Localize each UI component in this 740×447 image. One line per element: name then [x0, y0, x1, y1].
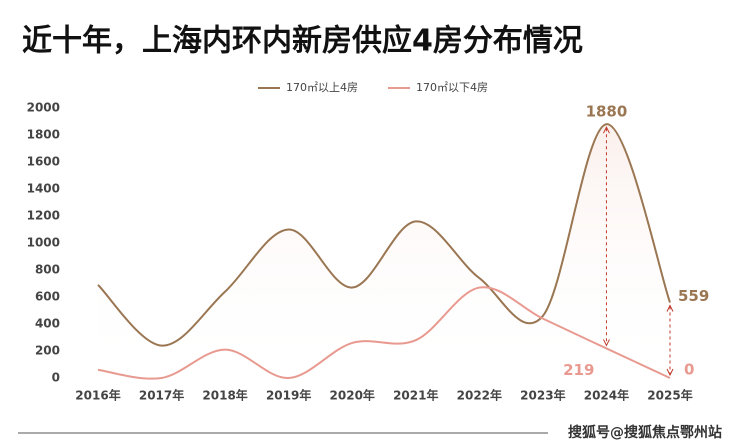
data-label: 0	[684, 361, 694, 379]
line	[97, 286, 671, 380]
y-tick-label: 1400	[27, 182, 60, 196]
x-tick-label: 2020年	[330, 388, 375, 403]
x-tick-label: 2022年	[457, 388, 502, 403]
y-tick-label: 1800	[27, 128, 60, 142]
data-label: 219	[563, 361, 594, 379]
y-tick-label: 1600	[27, 155, 60, 169]
arrow-head	[602, 126, 610, 134]
legend-label: 170㎡以下4房	[416, 81, 488, 94]
x-tick-label: 2017年	[139, 388, 184, 403]
arrow-head	[666, 304, 674, 312]
x-tick-label: 2016年	[75, 388, 120, 403]
y-tick-label: 200	[35, 344, 60, 358]
y-tick-label: 2000	[27, 101, 60, 115]
chart-title: 近十年，上海内环内新房供应4房分布情况	[22, 24, 583, 59]
y-tick-label: 800	[35, 263, 60, 277]
x-tick-label: 2024年	[584, 388, 629, 403]
legend-label: 170㎡以上4房	[286, 81, 358, 94]
y-tick-label: 400	[35, 317, 60, 331]
x-tick-label: 2019年	[266, 388, 311, 403]
data-label: 1880	[586, 103, 628, 121]
data-label: 559	[678, 287, 709, 305]
line	[97, 123, 671, 347]
arrow-head	[602, 339, 610, 347]
x-tick-label: 2021年	[393, 388, 438, 403]
x-tick-label: 2018年	[202, 388, 247, 403]
y-tick-label: 1000	[27, 236, 60, 250]
y-tick-label: 0	[52, 371, 60, 385]
y-tick-label: 1200	[27, 209, 60, 223]
area-fill	[98, 124, 670, 379]
x-tick-label: 2023年	[520, 388, 565, 403]
x-tick-label: 2025年	[647, 388, 692, 403]
footer: 搜狐号@搜狐焦点鄂州站	[568, 424, 722, 441]
y-tick-label: 600	[35, 290, 60, 304]
arrow-head	[666, 368, 674, 377]
